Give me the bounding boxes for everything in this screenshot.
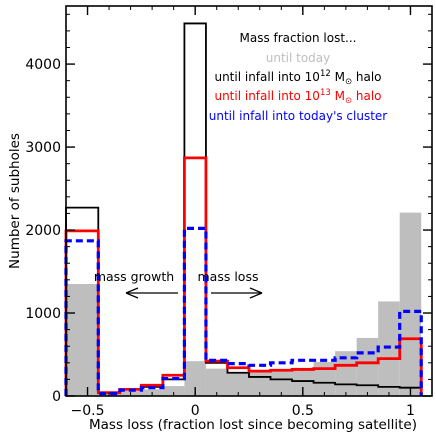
x-tick-label-3: 1 <box>406 403 415 419</box>
bar-until-today-15 <box>399 212 422 396</box>
series-until-today-bars <box>66 212 422 396</box>
bar-until-today-7 <box>227 371 249 396</box>
bar-until-today-13 <box>356 337 379 396</box>
y-tick-label-2: 2000 <box>25 223 61 239</box>
legend-title: Mass fraction lost... <box>239 31 356 45</box>
arrow-right-icon <box>249 287 263 299</box>
bar-until-today-9 <box>270 369 293 396</box>
bar-until-today-6 <box>205 368 228 396</box>
annotation-mass-loss: mass loss <box>198 269 259 284</box>
bar-until-today-0 <box>66 283 99 396</box>
axis-ticks <box>66 6 432 397</box>
y-tick-label-0: 0 <box>52 389 61 405</box>
x-tick-label-2: 0.5 <box>292 403 314 419</box>
legend-entry-infall-cluster: until infall into today's cluster <box>209 109 388 123</box>
bar-until-today-4 <box>162 386 185 396</box>
legend-entry-until-today: until today <box>266 51 331 65</box>
bar-until-today-14 <box>378 301 400 396</box>
x-tick-label-1: 0 <box>191 403 200 419</box>
plot-border <box>65 5 433 397</box>
y-tick-label-3: 3000 <box>25 140 61 156</box>
annotation-mass-growth: mass growth <box>94 269 174 284</box>
y-axis-title: Number of subholes <box>7 133 23 269</box>
legend-entry-infall-1e13: until infall into 1013 M⊙ halo <box>214 88 381 106</box>
legend: Mass fraction lost... until today until … <box>209 31 388 123</box>
x-tick-label-0: −0.5 <box>71 403 105 419</box>
step-line-series-3 <box>64 226 423 396</box>
y-tick-label-4: 4000 <box>25 57 61 73</box>
legend-entry-infall-1e12: until infall into 1012 M⊙ halo <box>214 69 381 87</box>
plot-frame <box>65 5 433 397</box>
series-lines <box>64 22 423 396</box>
y-tick-label-1: 1000 <box>25 306 61 322</box>
axis-tick-labels: −0.5 0 0.5 1 0 1000 2000 3000 4000 <box>25 57 415 419</box>
arrow-left-icon <box>125 287 139 299</box>
bar-until-today-5 <box>184 361 206 396</box>
annotations: mass growth mass loss <box>94 269 263 299</box>
bar-until-today-11 <box>313 361 336 396</box>
x-axis-title: Mass loss (fraction lost since becoming … <box>89 417 417 433</box>
